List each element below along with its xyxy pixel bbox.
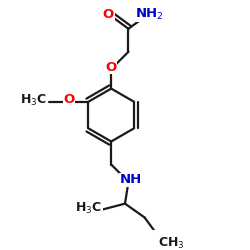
Text: O: O (64, 94, 75, 106)
Text: H$_3$C: H$_3$C (75, 200, 102, 216)
Text: NH$_2$: NH$_2$ (135, 7, 164, 22)
Text: H$_3$C: H$_3$C (20, 92, 47, 108)
Text: O: O (103, 8, 114, 21)
Text: NH: NH (120, 174, 142, 186)
Text: O: O (106, 61, 117, 74)
Text: CH$_3$: CH$_3$ (158, 236, 185, 250)
